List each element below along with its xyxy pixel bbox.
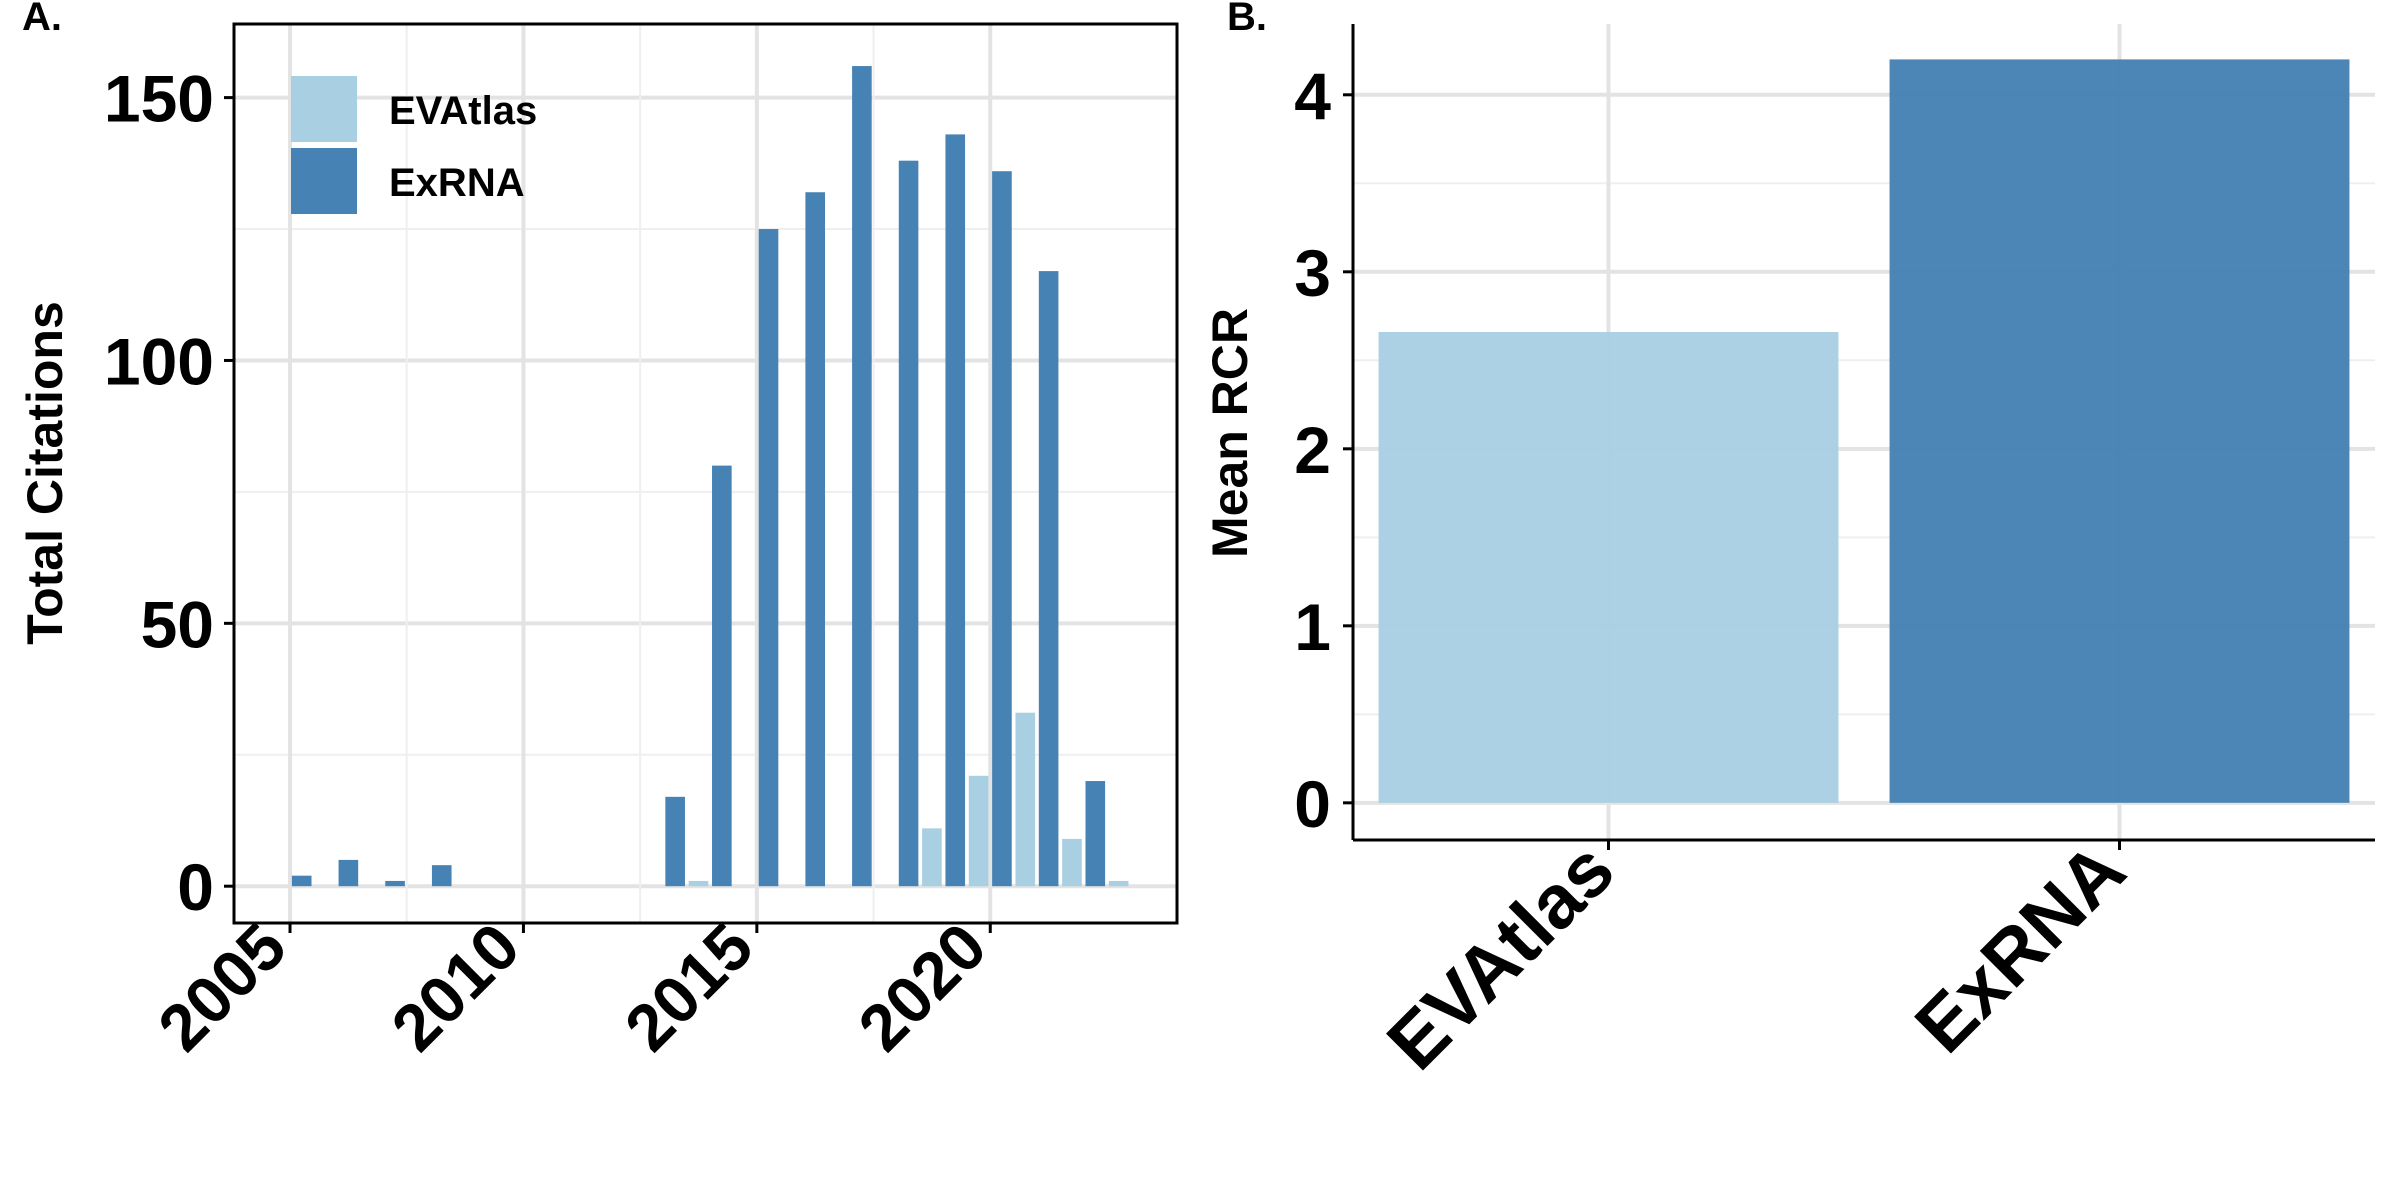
panel-b-bars xyxy=(1378,59,2350,803)
panel-a: A. 0 50 100 150 2005 2010 2015 2020 Total Citat… xyxy=(17,0,1179,1065)
bar-exrna-2015 xyxy=(758,229,779,887)
x-tick-label: EVAtlas xyxy=(1371,827,1630,1086)
bar-exrna-2021 xyxy=(1038,271,1059,887)
panel-b: B. 0 1 2 3 4 EVAtlas ExRNA Mean RCR xyxy=(1202,0,2375,1086)
bar-exrna xyxy=(1889,59,2350,803)
panel-b-y-axis-label: Mean RCR xyxy=(1202,308,1258,558)
bar-exrna-2014 xyxy=(712,465,732,887)
legend-label-evatlas: EVAtlas xyxy=(389,89,537,133)
bar-evatlas-2021 xyxy=(1015,712,1036,887)
bar-exrna-2013 xyxy=(665,796,685,887)
legend-swatch-exrna xyxy=(291,148,357,214)
bar-exrna-2017 xyxy=(852,66,872,887)
bar-exrna-2008 xyxy=(431,865,452,887)
bar-evatlas-2020 xyxy=(968,775,989,887)
panel-b-label: B. xyxy=(1227,0,1267,39)
bar-evatlas-2022 xyxy=(1062,838,1082,887)
panel-a-label: A. xyxy=(22,0,62,39)
panel-a-bars xyxy=(291,66,1129,887)
legend-label-exrna: ExRNA xyxy=(389,161,525,205)
y-tick-label: 1 xyxy=(1294,590,1331,664)
bar-exrna-2018 xyxy=(898,160,919,887)
y-tick-label: 4 xyxy=(1294,59,1331,133)
panel-a-plot-border xyxy=(232,22,1179,925)
bar-evatlas-2023 xyxy=(1108,880,1129,887)
x-tick-label: ExRNA xyxy=(1899,827,2141,1069)
x-tick-label: 2010 xyxy=(377,909,533,1065)
bar-exrna-2006 xyxy=(338,859,359,887)
y-tick-label: 150 xyxy=(104,62,214,136)
panel-a-legend: EVAtlas ExRNA xyxy=(291,76,537,214)
y-tick-label: 2 xyxy=(1294,413,1331,487)
panel-a-gridlines xyxy=(234,24,1177,923)
bar-exrna-2016 xyxy=(805,192,826,887)
y-tick-label: 0 xyxy=(177,850,214,924)
legend-swatch-evatlas xyxy=(291,76,357,142)
bar-exrna-2005 xyxy=(291,875,312,887)
x-tick-label: 2015 xyxy=(611,909,767,1065)
y-tick-label: 3 xyxy=(1294,236,1331,310)
y-tick-label: 0 xyxy=(1294,767,1331,841)
x-tick-label: 2020 xyxy=(844,909,1000,1065)
y-tick-label: 50 xyxy=(141,587,214,661)
bar-evatlas-2019 xyxy=(922,828,942,887)
x-tick-label: 2005 xyxy=(144,909,300,1065)
bar-exrna-2019 xyxy=(945,134,966,887)
bar-exrna-2022 xyxy=(1085,781,1106,887)
bar-exrna-2007 xyxy=(385,880,405,887)
y-tick-label: 100 xyxy=(104,324,214,398)
bar-exrna-2020 xyxy=(992,171,1012,887)
panel-a-y-axis-label: Total Citations xyxy=(17,301,73,645)
bar-evatlas xyxy=(1378,331,1839,803)
bar-evatlas-2014 xyxy=(688,880,709,887)
